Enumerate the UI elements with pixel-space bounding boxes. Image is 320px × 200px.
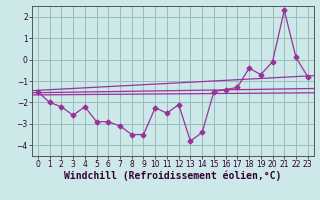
X-axis label: Windchill (Refroidissement éolien,°C): Windchill (Refroidissement éolien,°C)	[64, 171, 282, 181]
